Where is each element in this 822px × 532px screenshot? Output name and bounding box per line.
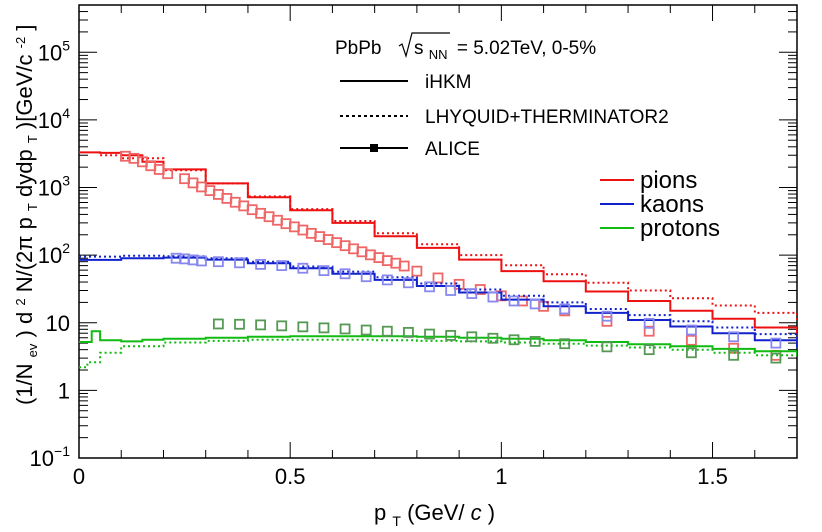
y-tick-labels: 10−1 1 10 102 103 104 105	[30, 37, 71, 471]
data-point	[601, 341, 613, 353]
svg-text:PbPb: PbPb	[335, 38, 381, 59]
data-point	[381, 325, 393, 337]
data-point	[212, 318, 224, 330]
protons-alice-markers	[212, 318, 782, 364]
data-point	[466, 288, 478, 299]
legend-species: pions kaons protons	[600, 167, 720, 242]
data-point	[398, 260, 410, 272]
sqrt-symbol	[398, 32, 450, 59]
kaons-alice-markers	[170, 252, 782, 349]
x-tick-label: 1	[495, 464, 507, 489]
data-point	[424, 328, 435, 340]
x-tick-label: 1.5	[697, 464, 728, 489]
legend-swatch-marker	[370, 144, 378, 152]
series-layer	[79, 150, 797, 369]
x-tick-label: 0	[73, 464, 85, 489]
data-point	[318, 265, 330, 277]
legend-label-lhyquid: LHYQUID+THERMINATOR2	[425, 107, 669, 128]
y-tick-label: 10	[46, 311, 70, 336]
data-point	[196, 255, 207, 267]
data-point	[487, 291, 499, 303]
data-point	[339, 268, 351, 280]
data-point	[686, 324, 697, 336]
data-point	[529, 336, 541, 347]
data-point	[360, 271, 372, 283]
x-tick-label: 0.5	[275, 464, 306, 489]
data-point	[297, 321, 309, 333]
y-tick-label: 103	[38, 173, 70, 201]
data-point	[424, 281, 435, 293]
data-point	[643, 325, 655, 337]
data-point	[403, 277, 414, 289]
data-point	[487, 332, 499, 344]
data-point	[339, 323, 351, 335]
x-tick-labels: 0 0.5 1 1.5	[73, 464, 728, 489]
y-tick-label: 1	[58, 378, 70, 403]
legend-title-energy-subscript: NN	[429, 47, 448, 62]
data-point	[601, 310, 613, 322]
data-point	[403, 327, 414, 338]
legend-styles: iHKM LHYQUID+THERMINATOR2 ALICE	[340, 72, 669, 160]
data-point	[445, 330, 457, 341]
protons-ihkm-line	[79, 330, 797, 355]
data-point	[162, 168, 174, 180]
y-tick-label: 104	[38, 105, 70, 133]
data-point	[559, 303, 571, 315]
data-point	[297, 262, 309, 274]
data-point	[381, 274, 393, 286]
data-point	[234, 318, 245, 330]
svg-text:s NN = 5.02TeV, 0-: s NN = 5.02TeV, 0-5%	[414, 38, 596, 64]
data-point	[770, 337, 782, 349]
legend-label-alice: ALICE	[425, 139, 480, 160]
data-point	[212, 256, 224, 268]
legend-title-energy-symbol: s	[414, 38, 424, 59]
data-point	[445, 285, 457, 296]
data-point	[728, 349, 740, 361]
legend-label-kaons: kaons	[640, 191, 704, 218]
data-point	[643, 344, 655, 356]
data-point	[529, 298, 541, 310]
data-point	[360, 324, 372, 336]
legend-title: PbPb s NN = 5.02TeV, 0-5%	[335, 32, 596, 64]
data-point	[770, 352, 782, 364]
pions-alice-markers	[120, 150, 782, 361]
legend-title-system: PbPb	[335, 38, 381, 59]
data-point	[255, 258, 267, 270]
y-tick-label: 10−1	[30, 443, 71, 471]
y-tick-label: 105	[38, 37, 70, 65]
x-axis-title: p T (GeV/ c )	[374, 500, 495, 531]
data-point	[728, 331, 740, 343]
data-point	[686, 334, 697, 346]
data-point	[559, 338, 571, 350]
y-tick-label: 102	[38, 240, 70, 268]
protons-lhyquid-therminator2-line	[79, 338, 797, 369]
data-point	[255, 319, 267, 331]
data-point	[234, 257, 245, 269]
data-point	[276, 320, 288, 332]
data-point	[466, 331, 478, 343]
data-point	[508, 334, 520, 346]
data-point	[432, 272, 444, 284]
data-point	[686, 347, 697, 359]
data-point	[508, 295, 520, 307]
data-point	[318, 322, 330, 334]
legend-label-ihkm: iHKM	[425, 72, 471, 93]
legend-label-pions: pions	[640, 167, 697, 194]
y-axis-title: (1/N ev ) d 2 N/(2π p T dydp T )[GeV/c -…	[5, 25, 42, 405]
data-point	[411, 265, 423, 277]
data-point	[276, 260, 288, 272]
plot-frame	[78, 4, 798, 459]
data-point	[643, 317, 655, 329]
axis-ticks	[78, 4, 798, 459]
legend-title-energy-value: = 5.02TeV, 0-5%	[457, 38, 596, 59]
legend-label-protons: protons	[640, 215, 720, 242]
